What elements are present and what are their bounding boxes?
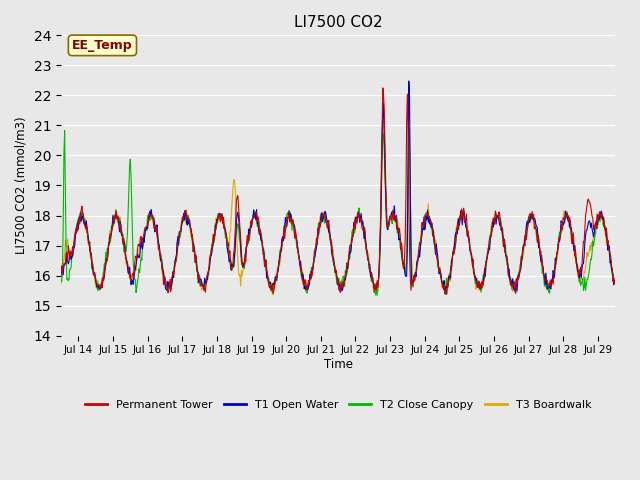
X-axis label: Time: Time <box>324 358 353 371</box>
Text: EE_Temp: EE_Temp <box>72 39 132 52</box>
Title: LI7500 CO2: LI7500 CO2 <box>294 15 383 30</box>
Y-axis label: LI7500 CO2 (mmol/m3): LI7500 CO2 (mmol/m3) <box>15 117 28 254</box>
Legend: Permanent Tower, T1 Open Water, T2 Close Canopy, T3 Boardwalk: Permanent Tower, T1 Open Water, T2 Close… <box>80 395 596 414</box>
